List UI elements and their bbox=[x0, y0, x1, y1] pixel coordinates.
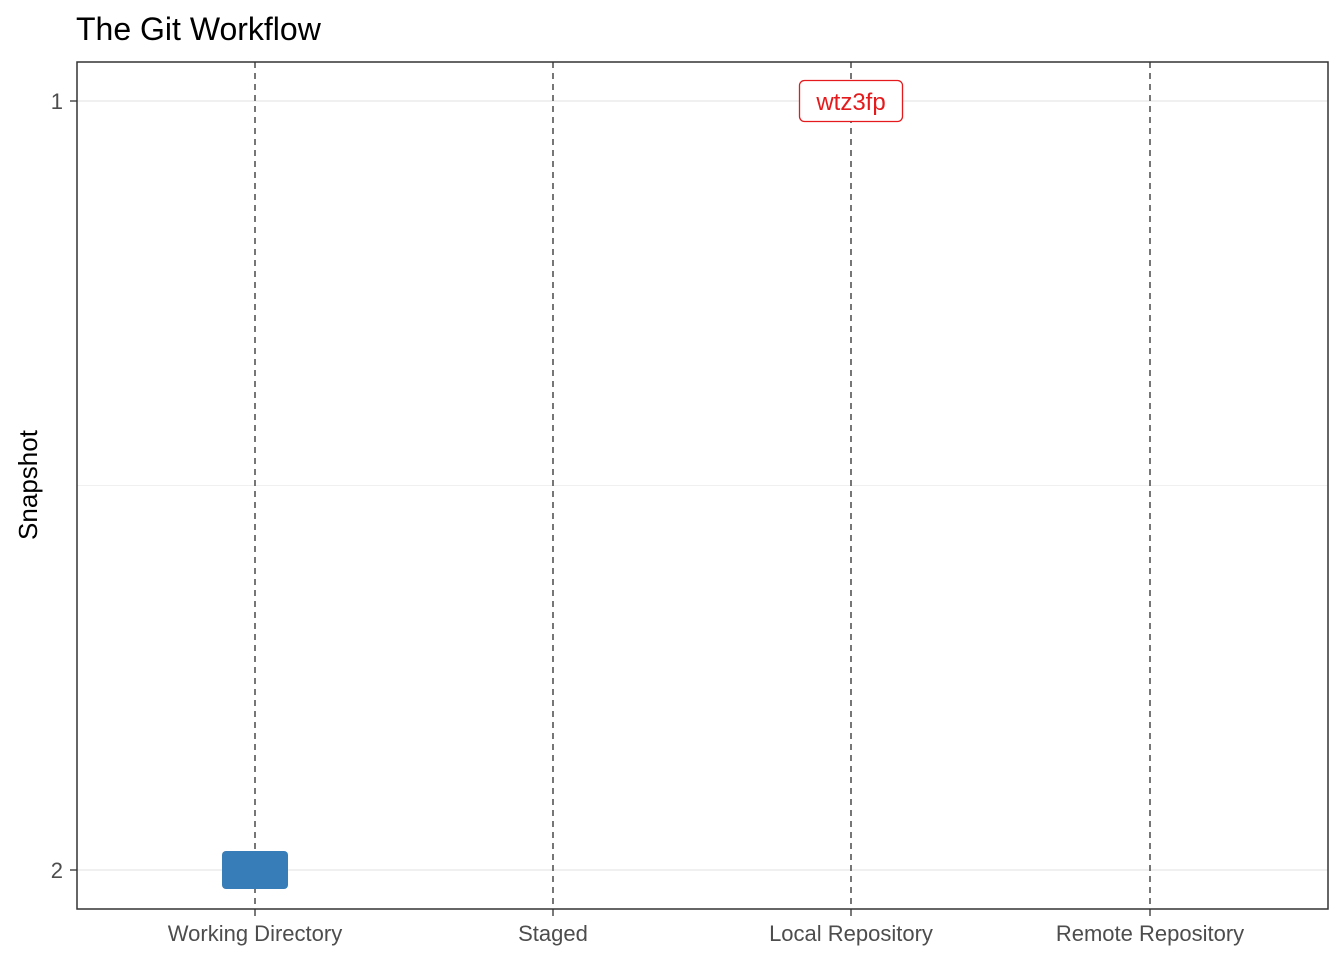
gridlines bbox=[77, 100, 1328, 871]
category-lines bbox=[254, 62, 1151, 909]
x-tick-label: Local Repository bbox=[769, 921, 933, 946]
chart-title: The Git Workflow bbox=[76, 11, 322, 47]
x-tick-label: Working Directory bbox=[168, 921, 342, 946]
y-axis: 12 bbox=[51, 89, 77, 883]
y-tick-label: 1 bbox=[51, 89, 63, 114]
chart-marks: wtz3fp bbox=[222, 79, 904, 889]
commit-label-box bbox=[798, 79, 904, 123]
y-tick-label: 2 bbox=[51, 858, 63, 883]
x-tick-label: Remote Repository bbox=[1056, 921, 1244, 946]
y-axis-title: Snapshot bbox=[13, 429, 43, 540]
commit-label: wtz3fp bbox=[798, 79, 904, 123]
commit-label-text: wtz3fp bbox=[815, 89, 885, 116]
x-tick-label: Staged bbox=[518, 921, 588, 946]
snapshot-box bbox=[222, 851, 288, 889]
x-axis: Working Directory Staged Local Repository R… bbox=[168, 909, 1244, 946]
panel-border bbox=[76, 61, 1329, 910]
